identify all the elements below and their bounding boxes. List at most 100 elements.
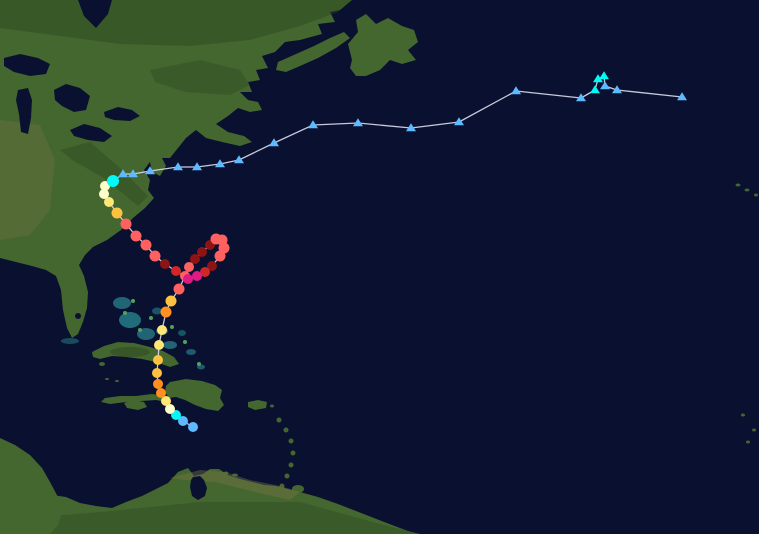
landmass-bahama-bank-7 bbox=[178, 330, 186, 336]
landmass-james-bay bbox=[78, 0, 112, 28]
landmass-bahama-cay-6 bbox=[123, 311, 127, 315]
landmass-isla-juventud bbox=[99, 362, 105, 366]
track-point-c3 bbox=[111, 207, 123, 219]
track-point-extratropical-td bbox=[406, 123, 416, 132]
track-point-extratropical-td bbox=[308, 120, 318, 129]
landmass-lake-michigan bbox=[16, 88, 32, 134]
landmass-lake-okeechobee bbox=[75, 313, 81, 319]
track-point-c1 bbox=[99, 189, 109, 199]
track-point-ts bbox=[107, 175, 119, 187]
track-point-extratropical-td bbox=[118, 169, 128, 178]
track-line bbox=[103, 75, 683, 428]
landmass-antilles-2 bbox=[283, 427, 289, 433]
landmass-jamaica bbox=[124, 400, 147, 410]
landmass-bahama-cay-1 bbox=[131, 299, 135, 303]
landmass-azores-1 bbox=[735, 183, 741, 187]
landmass-antilles-3 bbox=[288, 438, 294, 444]
landmass-cuba-forest bbox=[110, 347, 150, 357]
landmass-azores-2 bbox=[744, 188, 750, 192]
track-point-extratropical-td bbox=[215, 159, 225, 168]
track-point-c2 bbox=[154, 340, 164, 350]
landmass-bonaire bbox=[232, 473, 238, 477]
track-point-c4 bbox=[156, 388, 166, 398]
landmass-bahama-cay-2 bbox=[149, 316, 153, 320]
landmass-antilles-4 bbox=[290, 450, 296, 456]
track-point-extratropical-td bbox=[353, 118, 363, 127]
landmass-virgin-islands bbox=[270, 404, 274, 408]
landmass-bahama-bank-1 bbox=[113, 297, 131, 309]
track-point-c6 bbox=[171, 266, 181, 276]
track-point-extratropical-td bbox=[173, 162, 183, 171]
track-point-extratropical-td bbox=[600, 81, 610, 90]
track-point-extratropical-td bbox=[511, 86, 521, 95]
track-point-td bbox=[188, 422, 198, 432]
track-point-c2 bbox=[157, 325, 167, 335]
landmass-north-america bbox=[0, 0, 352, 338]
landmass-bahama-cay-3 bbox=[170, 325, 174, 329]
landmass-antilles-1 bbox=[276, 417, 282, 423]
track-point-c8 bbox=[183, 274, 193, 284]
landmass-east-islet-1 bbox=[741, 413, 745, 417]
landmass-lake-erie bbox=[70, 124, 112, 142]
landmass-lake-superior bbox=[4, 54, 50, 76]
track-point-extratropical-td bbox=[145, 166, 155, 175]
track-point-extratropical-ts bbox=[593, 74, 603, 83]
track-point-extratropical-ts bbox=[599, 71, 609, 80]
track-point-c1 bbox=[100, 181, 110, 191]
track-point-extratropical-td bbox=[576, 93, 586, 102]
track-point-c4 bbox=[153, 379, 163, 389]
landmass-east-islet-3 bbox=[746, 440, 750, 444]
track-point-c5 bbox=[140, 239, 152, 251]
landmass-cayman-2 bbox=[115, 380, 119, 382]
track-point-c2 bbox=[161, 396, 171, 406]
landmass-nova-scotia bbox=[276, 32, 350, 72]
track-point-c5 bbox=[173, 283, 185, 295]
track-point-extratropical-td bbox=[192, 162, 202, 171]
track-point-c7 bbox=[160, 259, 170, 269]
landmass-antilles-6 bbox=[284, 473, 290, 479]
landmass-bahama-cay-7 bbox=[138, 328, 142, 332]
track-point-c7 bbox=[190, 254, 200, 264]
landmass-bahama-cay-4 bbox=[183, 340, 187, 344]
landmass-florida-keys-shallow bbox=[61, 338, 79, 344]
track-point-extratropical-td bbox=[234, 155, 244, 164]
track-point-c5 bbox=[130, 230, 142, 242]
landmass-bahama-bank-6 bbox=[152, 307, 162, 315]
track-point-c7 bbox=[207, 261, 217, 271]
landmass-lake-huron bbox=[54, 84, 90, 112]
landmass-azores-3 bbox=[754, 193, 758, 197]
landmass-central-america bbox=[0, 438, 62, 534]
track-point-c7 bbox=[197, 247, 207, 257]
track-point-c5 bbox=[120, 218, 132, 230]
landmass-lake-ontario bbox=[104, 107, 140, 121]
landmass-plains bbox=[0, 120, 55, 240]
landmass-new-england-forest bbox=[150, 60, 250, 95]
track-point-c5 bbox=[184, 262, 194, 272]
track-point-c5 bbox=[149, 250, 161, 262]
landmass-haiti-peninsula bbox=[101, 394, 166, 404]
landmass-bahama-bank-8 bbox=[186, 349, 196, 355]
track-point-extratropical-td bbox=[454, 117, 464, 126]
landmass-lake-maracaibo bbox=[190, 476, 207, 500]
track-point-td bbox=[178, 416, 188, 426]
track-point-c6 bbox=[200, 267, 210, 277]
landmass-hispaniola bbox=[165, 379, 224, 411]
track-point-c1 bbox=[165, 404, 175, 414]
track-point-c3 bbox=[165, 295, 177, 307]
track-point-extratropical-td bbox=[128, 169, 138, 178]
landmass-south-america bbox=[0, 468, 420, 534]
track-point-extratropical-td bbox=[269, 138, 279, 147]
track-point-extratropical-td bbox=[677, 92, 687, 101]
landmass-sa-coast-tan bbox=[170, 470, 300, 500]
landmass-puerto-rico bbox=[248, 400, 267, 410]
landmass-bahama-bank-5 bbox=[163, 341, 177, 349]
track-point-c8 bbox=[192, 271, 202, 281]
landmass-bahama-bank-2 bbox=[119, 312, 141, 328]
track-point-c5 bbox=[214, 250, 226, 262]
landmass-east-islet-2 bbox=[752, 428, 756, 432]
landmass-sa-forest bbox=[0, 502, 420, 534]
landmass-appalachians bbox=[60, 142, 148, 206]
track-point-extratropical-ts bbox=[590, 85, 600, 94]
landmass-newfoundland bbox=[348, 14, 418, 76]
